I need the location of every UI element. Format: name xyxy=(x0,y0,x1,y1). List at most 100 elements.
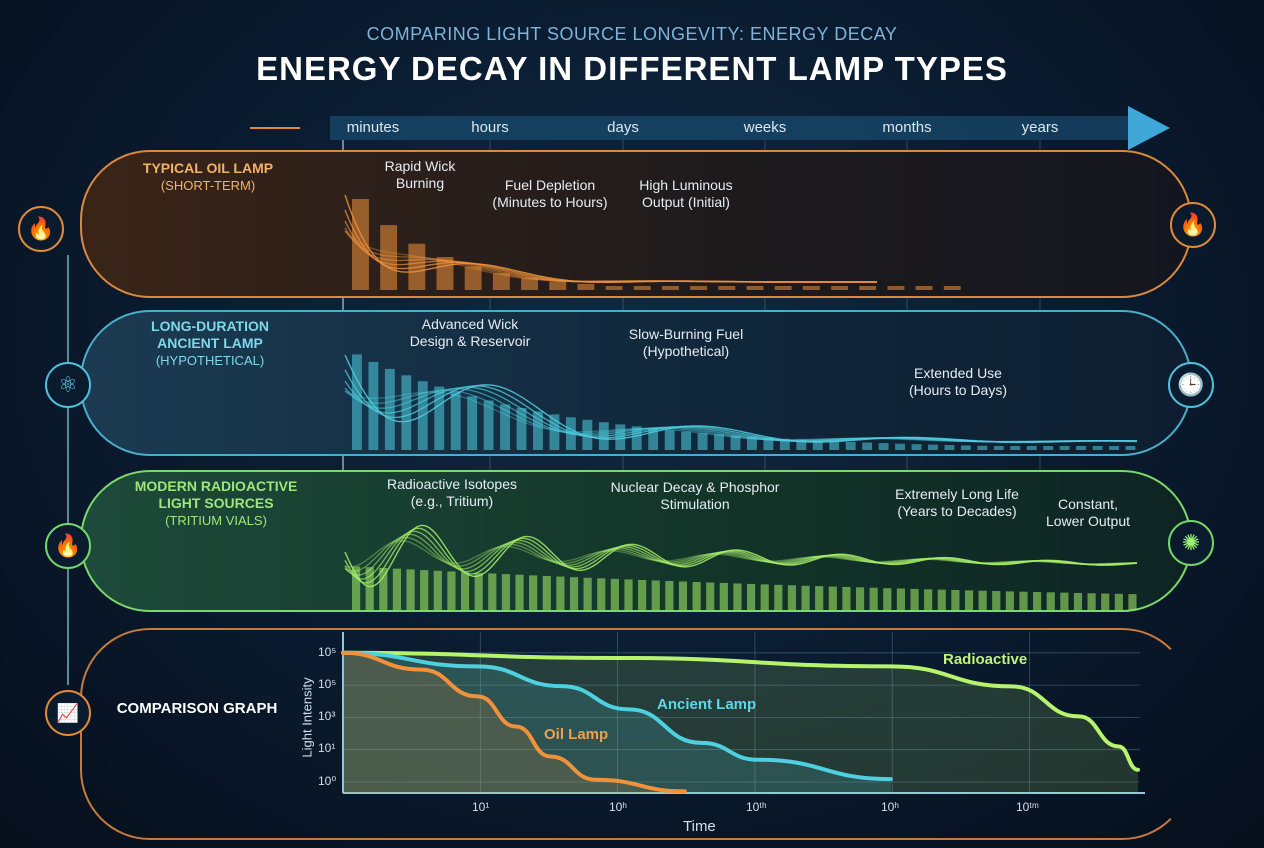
x-tick-label: 10ʰ xyxy=(609,800,627,814)
panel-title-radioactive: MODERN RADIOACTIVE LIGHT SOURCES (TRITIUM… xyxy=(134,478,298,528)
y-axis-label: Light Intensity xyxy=(299,677,315,758)
energy-bar xyxy=(802,286,820,290)
energy-bar xyxy=(1026,446,1037,450)
energy-bar xyxy=(801,585,810,610)
energy-bar xyxy=(706,582,715,610)
energy-bar xyxy=(1043,446,1054,450)
energy-bar xyxy=(365,567,374,610)
energy-bar xyxy=(380,225,398,290)
subtitle: COMPARING LIGHT SOURCE LONGEVITY: ENERGY… xyxy=(366,24,898,44)
atom-icon: ⚛ xyxy=(45,362,91,408)
energy-bar xyxy=(943,286,961,290)
energy-bar xyxy=(406,569,415,610)
energy-bar xyxy=(529,575,538,610)
energy-bar xyxy=(384,368,395,450)
energy-bar xyxy=(842,586,851,610)
energy-bar xyxy=(1033,592,1042,610)
timeline-label: hours xyxy=(471,119,509,136)
series-label-radioactive: Radioactive xyxy=(943,651,1028,668)
energy-wave xyxy=(344,230,877,283)
energy-bar xyxy=(774,584,783,610)
energy-bar xyxy=(883,588,892,610)
comparison-title: COMPARISON GRAPH xyxy=(116,700,278,717)
energy-bar xyxy=(352,566,361,610)
energy-wave xyxy=(344,230,877,283)
energy-bar xyxy=(910,588,919,610)
energy-bar xyxy=(516,408,527,450)
energy-bar xyxy=(569,577,579,610)
energy-bar xyxy=(1060,592,1069,610)
panel-comparison xyxy=(80,628,1192,840)
glow-orb-icon: ✺ xyxy=(1168,520,1214,566)
y-tick-label: 10⁵ xyxy=(318,677,337,691)
timeline-label: minutes xyxy=(346,119,400,136)
energy-bar xyxy=(434,386,445,450)
x-tick-label: 10ᵗᵐ xyxy=(1016,800,1039,814)
energy-bar xyxy=(915,286,933,290)
x-tick-label: 10ᵗʰ xyxy=(746,800,767,814)
energy-wave xyxy=(344,227,877,283)
energy-bar xyxy=(878,443,889,450)
energy-bar xyxy=(464,266,482,290)
energy-bar xyxy=(714,434,724,450)
energy-bar xyxy=(556,576,565,610)
growth-chart-icon: 📈 xyxy=(45,690,91,736)
energy-wave xyxy=(344,390,1137,443)
energy-bar xyxy=(747,583,756,610)
timeline-arrowhead xyxy=(1128,106,1170,150)
energy-bar xyxy=(733,583,742,610)
energy-wave xyxy=(344,387,1138,443)
energy-bar xyxy=(1128,594,1137,610)
page-title: ENERGY DECAY IN DIFFERENT LAMP TYPES xyxy=(256,50,1008,87)
annotation: Constant, Lower Output xyxy=(1045,496,1131,529)
energy-bar xyxy=(681,431,692,450)
energy-bar xyxy=(515,574,524,610)
flame-icon: 🔥 xyxy=(18,206,64,252)
energy-bar xyxy=(1109,446,1119,450)
energy-bar xyxy=(964,590,974,610)
energy-bar xyxy=(610,578,619,610)
annotation: Fuel Depletion (Minutes to Hours) xyxy=(492,177,608,210)
clock-icon: 🕒 xyxy=(1168,362,1214,408)
energy-bar xyxy=(488,573,497,610)
y-tick-label: 10³ xyxy=(318,709,336,723)
energy-bar xyxy=(583,577,592,610)
energy-wave xyxy=(344,540,1137,568)
energy-bar xyxy=(1101,593,1110,610)
energy-bar xyxy=(828,586,837,610)
energy-bar xyxy=(392,568,402,610)
annotation: Radioactive Isotopes (e.g., Tritium) xyxy=(387,476,517,509)
energy-bar xyxy=(1125,446,1136,450)
energy-bar xyxy=(896,588,905,610)
timeline-label: days xyxy=(607,119,639,136)
energy-bar xyxy=(549,414,560,450)
energy-bar xyxy=(450,391,461,450)
energy-bar xyxy=(521,278,538,290)
energy-bar xyxy=(992,591,1001,610)
energy-bar xyxy=(960,445,971,450)
energy-bar xyxy=(467,396,478,450)
energy-bar xyxy=(533,411,543,450)
series-line xyxy=(341,650,687,794)
energy-bar xyxy=(862,442,873,450)
energy-bar xyxy=(774,286,792,290)
energy-bar xyxy=(1019,591,1028,610)
series-line xyxy=(341,650,893,782)
series-area xyxy=(343,652,1138,793)
energy-bar xyxy=(697,433,708,450)
energy-wave xyxy=(344,533,1138,576)
energy-bar xyxy=(597,578,606,610)
y-tick-label: 10⁵ xyxy=(318,645,337,659)
timeline-label: weeks xyxy=(743,119,787,136)
energy-bar xyxy=(763,437,774,450)
panel-title-ancient: LONG-DURATION ANCIENT LAMP (HYPOTHETICAL) xyxy=(151,318,269,368)
energy-bar xyxy=(944,445,955,450)
energy-bar xyxy=(815,586,824,610)
energy-bar xyxy=(855,587,865,610)
energy-bar xyxy=(1010,446,1021,450)
energy-bar xyxy=(648,428,659,450)
energy-bar xyxy=(1076,446,1087,450)
energy-bar xyxy=(746,286,764,290)
energy-bar xyxy=(662,286,679,290)
energy-bar xyxy=(474,572,483,610)
